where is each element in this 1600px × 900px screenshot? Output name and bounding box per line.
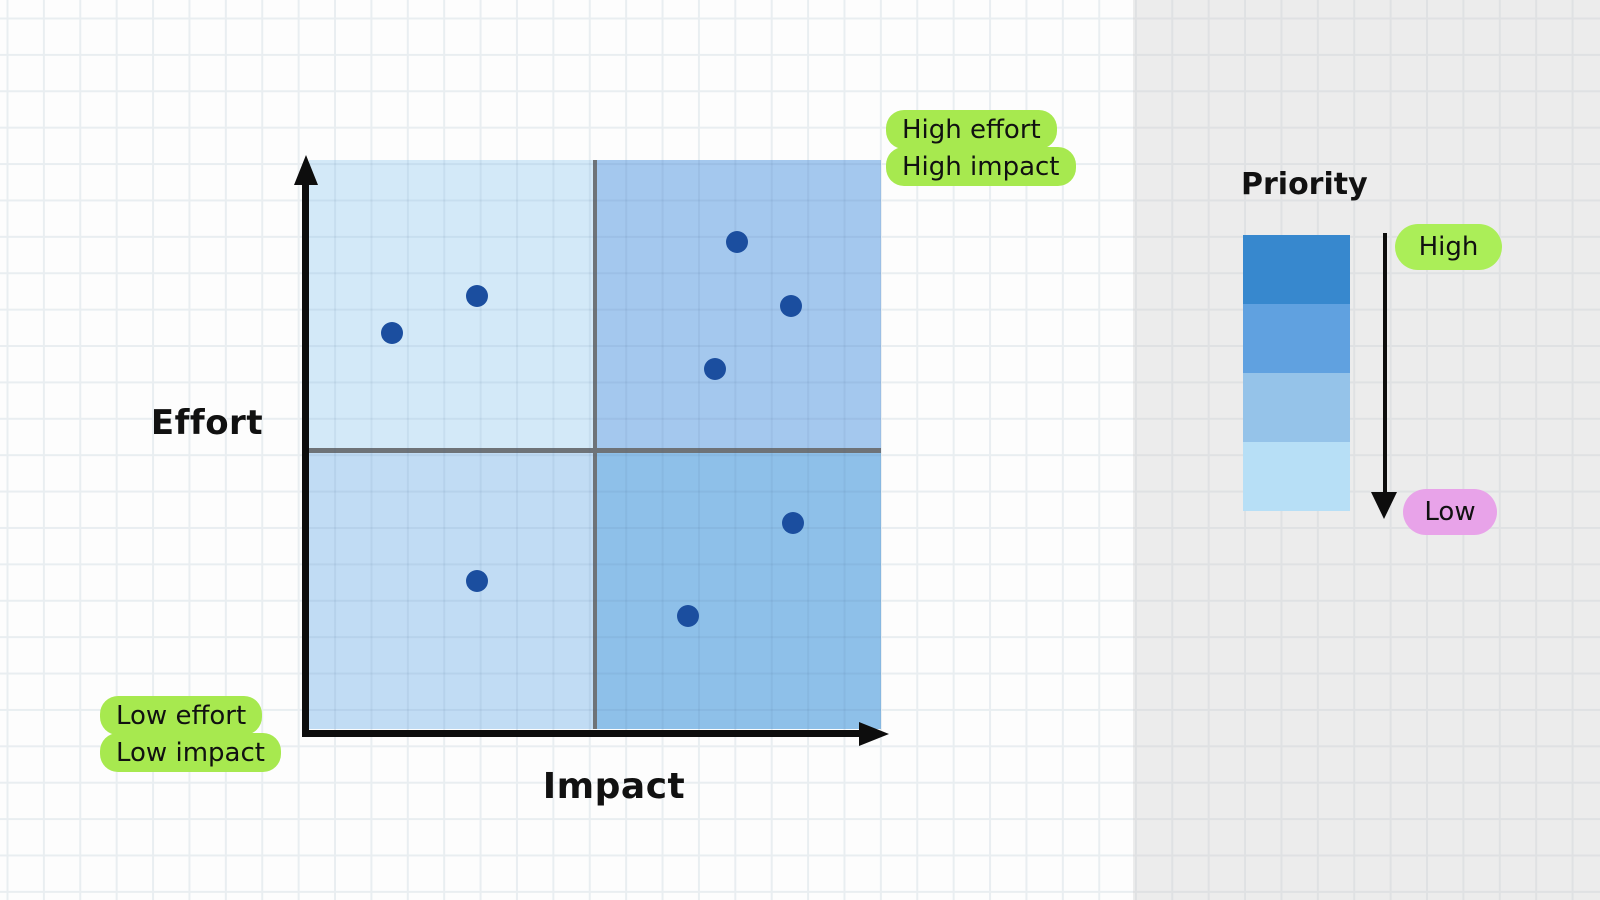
legend-title[interactable]: Priority	[1241, 167, 1368, 202]
y-axis-line	[302, 176, 309, 737]
annotation-line: High impact	[886, 147, 1076, 186]
data-point-dot[interactable]	[726, 231, 748, 253]
legend-arrow-down-icon	[1371, 492, 1397, 519]
priority-swatch[interactable]	[1243, 304, 1350, 373]
annotation-high-effort-high-impact[interactable]: High effort High impact	[886, 110, 1076, 186]
y-axis-arrowhead-icon	[294, 155, 318, 185]
priority-swatch[interactable]	[1243, 442, 1350, 511]
effort-impact-matrix	[309, 160, 881, 729]
data-point-dot[interactable]	[381, 322, 403, 344]
y-axis-label[interactable]: Effort	[150, 403, 264, 443]
legend-high-badge[interactable]: High	[1395, 224, 1502, 270]
matrix-horizontal-divider	[309, 448, 881, 453]
data-point-dot[interactable]	[782, 512, 804, 534]
annotation-line: High effort	[886, 110, 1057, 149]
x-axis-arrowhead-icon	[859, 722, 889, 746]
data-point-dot[interactable]	[704, 358, 726, 380]
quadrant-high-effort-low-impact[interactable]	[309, 160, 593, 448]
quadrant-low-effort-low-impact[interactable]	[309, 453, 593, 729]
annotation-line: Low impact	[100, 733, 281, 772]
matrix-vertical-divider	[593, 160, 597, 729]
x-axis-line	[302, 730, 862, 737]
x-axis-label[interactable]: Impact	[542, 766, 686, 807]
priority-color-scale	[1243, 235, 1350, 511]
data-point-dot[interactable]	[466, 570, 488, 592]
data-point-dot[interactable]	[677, 605, 699, 627]
data-point-dot[interactable]	[466, 285, 488, 307]
legend-arrow-line	[1383, 233, 1387, 495]
priority-swatch[interactable]	[1243, 235, 1350, 304]
quadrant-high-effort-high-impact[interactable]	[597, 160, 881, 448]
annotation-low-effort-low-impact[interactable]: Low effort Low impact	[100, 696, 281, 772]
priority-swatch[interactable]	[1243, 373, 1350, 442]
right-panel	[1133, 0, 1600, 900]
annotation-line: Low effort	[100, 696, 263, 735]
quadrant-low-effort-high-impact[interactable]	[597, 453, 881, 729]
legend-low-badge[interactable]: Low	[1403, 489, 1497, 535]
data-point-dot[interactable]	[780, 295, 802, 317]
